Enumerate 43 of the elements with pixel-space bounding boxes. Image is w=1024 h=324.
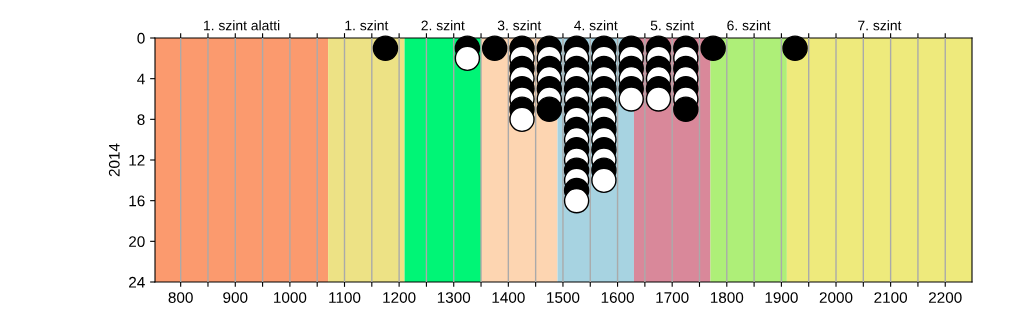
point (673, 96, 699, 122)
point (618, 86, 644, 112)
y-tick-label: 16 (129, 195, 145, 207)
y-tick-label: 20 (129, 236, 145, 248)
x-tick-label: 800 (168, 292, 193, 303)
x-tick-label: 1400 (492, 292, 525, 303)
x-tick-label: 2200 (929, 292, 962, 303)
band-label: 1. szint alatti (204, 20, 280, 31)
y-tick-label: 24 (129, 276, 145, 288)
x-tick-label: 1800 (710, 292, 744, 303)
band-label: 2. szint (421, 20, 465, 31)
y-axis-title: 2014 (108, 143, 120, 177)
band-label: 5. szint (650, 20, 695, 31)
band-label: 1. szint (345, 20, 389, 31)
point (563, 187, 590, 214)
y-tick-label: 12 (129, 154, 145, 166)
band-label: 6. szint (727, 20, 771, 31)
band-label: 4. szint (574, 20, 618, 31)
x-tick-label: 1700 (656, 292, 689, 303)
band-label: 3. szint (497, 20, 542, 31)
x-tick-label: 1100 (329, 292, 361, 303)
x-tick-label: 1300 (437, 292, 471, 303)
x-tick-label: 2100 (874, 292, 908, 303)
point (481, 35, 508, 61)
point (700, 35, 726, 61)
point (509, 106, 535, 133)
x-tick-label: 1200 (383, 292, 416, 303)
x-tick-label: 1600 (601, 292, 634, 303)
x-tick-label: 1900 (765, 292, 798, 303)
point (536, 96, 563, 122)
y-tick-label: 4 (137, 73, 145, 85)
y-tick-label: 0 (137, 32, 145, 44)
x-tick-label: 900 (223, 292, 248, 303)
y-tick-label: 8 (137, 114, 145, 126)
x-tick-label: 1500 (547, 292, 580, 303)
x-tick-label: 1000 (274, 292, 307, 303)
x-tick-label: 2000 (819, 292, 853, 303)
point (782, 35, 808, 61)
point (645, 86, 672, 112)
point (372, 35, 399, 61)
point (454, 45, 481, 72)
band-label: 7. szint (858, 20, 902, 31)
point (591, 167, 617, 194)
